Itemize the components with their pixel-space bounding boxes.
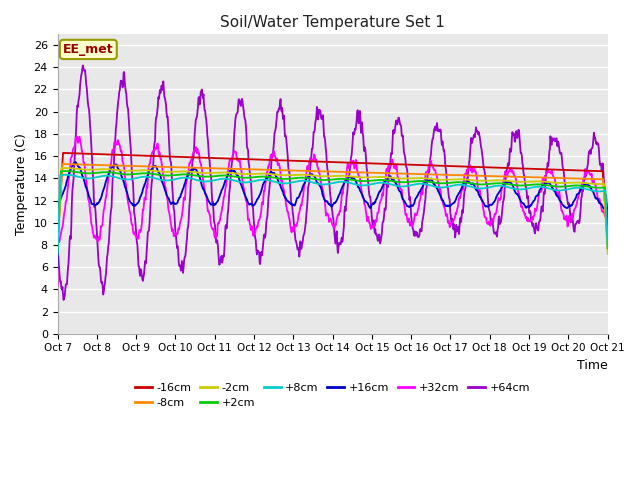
+8cm bbox=[432, 184, 440, 190]
Line: +8cm: +8cm bbox=[58, 175, 608, 255]
-8cm bbox=[59, 161, 67, 167]
+2cm bbox=[54, 250, 61, 255]
+16cm bbox=[296, 190, 304, 196]
+8cm bbox=[63, 172, 71, 178]
Line: +2cm: +2cm bbox=[58, 171, 608, 252]
+32cm bbox=[604, 219, 612, 225]
-8cm bbox=[54, 246, 61, 252]
-16cm bbox=[604, 241, 612, 247]
+8cm bbox=[296, 178, 304, 184]
-8cm bbox=[483, 173, 491, 179]
-8cm bbox=[493, 173, 501, 179]
+64cm bbox=[54, 289, 61, 295]
Line: -2cm: -2cm bbox=[58, 168, 608, 254]
+8cm bbox=[111, 174, 118, 180]
-8cm bbox=[276, 167, 284, 173]
+2cm bbox=[483, 181, 491, 187]
-2cm bbox=[54, 242, 61, 248]
+2cm bbox=[63, 168, 70, 174]
+2cm bbox=[296, 175, 304, 180]
+16cm bbox=[276, 183, 284, 189]
-2cm bbox=[604, 251, 612, 257]
+64cm bbox=[60, 297, 67, 303]
Line: -16cm: -16cm bbox=[58, 153, 608, 244]
+2cm bbox=[111, 170, 118, 176]
-16cm bbox=[296, 158, 304, 164]
+32cm bbox=[73, 134, 81, 140]
-2cm bbox=[432, 177, 440, 182]
+16cm bbox=[493, 193, 501, 199]
+16cm bbox=[54, 266, 61, 272]
-8cm bbox=[432, 172, 440, 178]
+64cm bbox=[604, 203, 612, 208]
Y-axis label: Temperature (C): Temperature (C) bbox=[15, 133, 28, 235]
-8cm bbox=[296, 168, 304, 174]
X-axis label: Time: Time bbox=[577, 359, 608, 372]
+16cm bbox=[483, 204, 491, 210]
+64cm bbox=[297, 246, 305, 252]
+2cm bbox=[604, 245, 612, 251]
+8cm bbox=[54, 252, 61, 258]
-2cm bbox=[276, 172, 284, 178]
+8cm bbox=[604, 245, 612, 251]
Text: EE_met: EE_met bbox=[63, 43, 114, 56]
-2cm bbox=[61, 165, 69, 171]
+64cm bbox=[433, 126, 440, 132]
+64cm bbox=[111, 144, 118, 150]
+32cm bbox=[276, 171, 284, 177]
-16cm bbox=[59, 150, 67, 156]
+8cm bbox=[276, 180, 284, 186]
+8cm bbox=[483, 185, 491, 191]
+32cm bbox=[296, 204, 304, 209]
+64cm bbox=[277, 106, 285, 111]
Legend: -16cm, -8cm, -2cm, +2cm, +8cm, +16cm, +32cm, +64cm: -16cm, -8cm, -2cm, +2cm, +8cm, +16cm, +3… bbox=[131, 378, 534, 413]
-16cm bbox=[483, 165, 491, 170]
+32cm bbox=[483, 220, 491, 226]
+64cm bbox=[484, 190, 492, 196]
+16cm bbox=[604, 236, 612, 242]
Line: +64cm: +64cm bbox=[58, 65, 608, 300]
+32cm bbox=[111, 140, 118, 145]
-16cm bbox=[111, 152, 118, 157]
Line: -8cm: -8cm bbox=[58, 164, 608, 249]
Line: +32cm: +32cm bbox=[58, 137, 608, 286]
+16cm bbox=[111, 163, 118, 168]
-2cm bbox=[493, 178, 501, 183]
+64cm bbox=[493, 227, 501, 233]
-2cm bbox=[296, 172, 304, 178]
+32cm bbox=[493, 204, 501, 210]
+64cm bbox=[79, 62, 86, 68]
Title: Soil/Water Temperature Set 1: Soil/Water Temperature Set 1 bbox=[220, 15, 445, 30]
+2cm bbox=[432, 180, 440, 186]
-8cm bbox=[111, 163, 118, 168]
+32cm bbox=[54, 283, 61, 289]
+8cm bbox=[493, 183, 501, 189]
+2cm bbox=[276, 176, 284, 181]
-2cm bbox=[483, 178, 491, 183]
+16cm bbox=[432, 183, 440, 189]
-8cm bbox=[604, 245, 612, 251]
Line: +16cm: +16cm bbox=[58, 162, 608, 269]
-16cm bbox=[493, 165, 501, 170]
-2cm bbox=[111, 167, 118, 173]
-16cm bbox=[432, 163, 440, 168]
-16cm bbox=[54, 240, 61, 246]
+2cm bbox=[493, 180, 501, 186]
-16cm bbox=[276, 157, 284, 163]
+16cm bbox=[72, 159, 79, 165]
+32cm bbox=[432, 171, 440, 177]
